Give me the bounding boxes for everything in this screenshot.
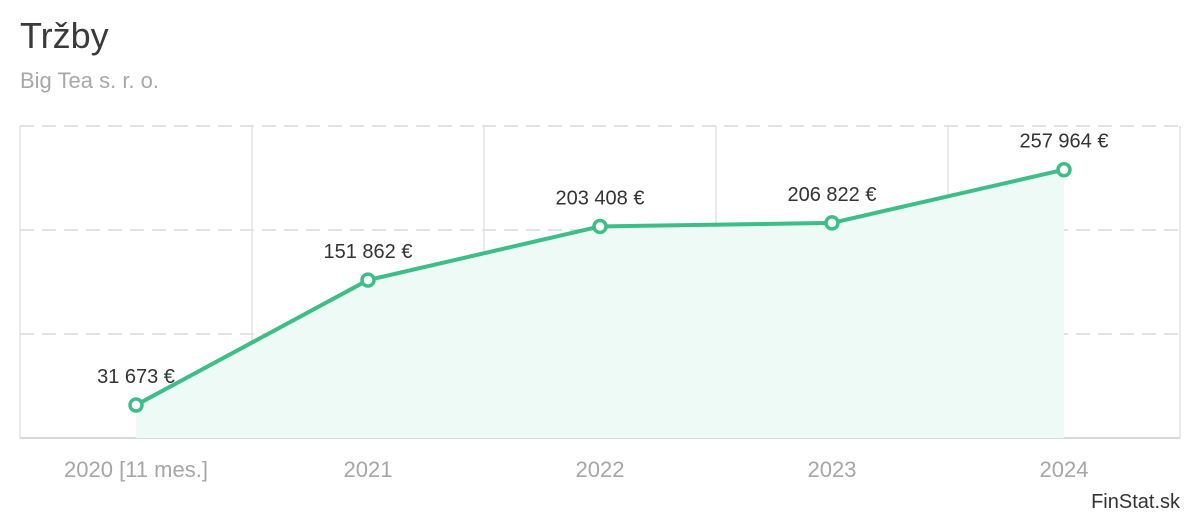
x-tick-label: 2024 bbox=[1040, 457, 1089, 482]
series-area bbox=[136, 169, 1064, 438]
data-point bbox=[128, 397, 144, 413]
data-label: 151 862 € bbox=[324, 241, 413, 263]
data-label: 257 964 € bbox=[1020, 131, 1109, 153]
data-point bbox=[1056, 161, 1072, 178]
finstat-credit-link[interactable]: FinStat.sk bbox=[1091, 491, 1180, 513]
x-tick-label: 2020 [11 mes.] bbox=[64, 457, 208, 482]
chart-title: Tržby bbox=[20, 15, 109, 56]
data-point bbox=[824, 215, 840, 231]
x-tick-label: 2021 bbox=[344, 457, 393, 482]
data-point bbox=[592, 218, 608, 235]
x-tick-label: 2022 bbox=[576, 457, 625, 482]
x-tick-label: 2023 bbox=[808, 457, 857, 482]
data-point bbox=[360, 272, 376, 288]
data-label: 206 822 € bbox=[788, 184, 877, 206]
chart-subtitle: Big Tea s. r. o. bbox=[20, 68, 160, 93]
data-label: 203 408 € bbox=[556, 187, 645, 209]
data-label: 31 673 € bbox=[97, 366, 175, 388]
